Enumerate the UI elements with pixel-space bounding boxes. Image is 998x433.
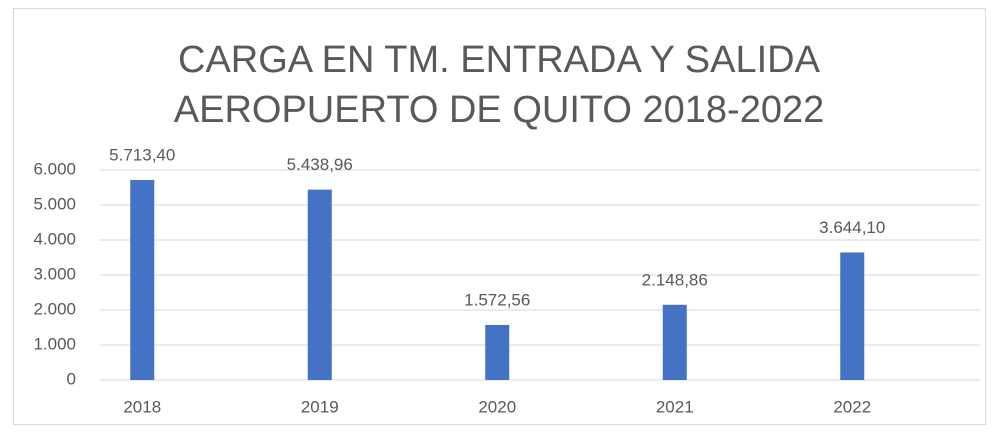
y-tick-label: 3.000 [33, 264, 76, 283]
y-tick-label: 6.000 [33, 159, 76, 178]
data-label: 2.148,86 [642, 270, 708, 289]
y-tick-label: 0 [67, 369, 76, 388]
data-label: 5.713,40 [109, 146, 175, 165]
x-tick-label: 2021 [656, 397, 694, 416]
bar [662, 304, 687, 380]
y-tick-label: 1.000 [33, 334, 76, 353]
x-tick-label: 2018 [123, 397, 161, 416]
chart-title: AEROPUERTO DE QUITO 2018-2022 [174, 89, 825, 131]
x-tick-label: 2019 [301, 397, 339, 416]
bar [840, 252, 865, 380]
data-label: 5.438,96 [287, 155, 353, 174]
y-tick-label: 2.000 [33, 299, 76, 318]
bar [485, 324, 510, 380]
chart-title: CARGA EN TM. ENTRADA Y SALIDA [178, 39, 821, 81]
y-tick-label: 5.000 [33, 194, 76, 213]
x-tick-label: 2020 [478, 397, 516, 416]
data-label: 1.572,56 [464, 290, 530, 309]
data-label: 3.644,10 [819, 218, 885, 237]
bar [307, 189, 332, 380]
y-tick-label: 4.000 [33, 229, 76, 248]
bar [130, 180, 155, 380]
x-tick-label: 2022 [833, 397, 871, 416]
